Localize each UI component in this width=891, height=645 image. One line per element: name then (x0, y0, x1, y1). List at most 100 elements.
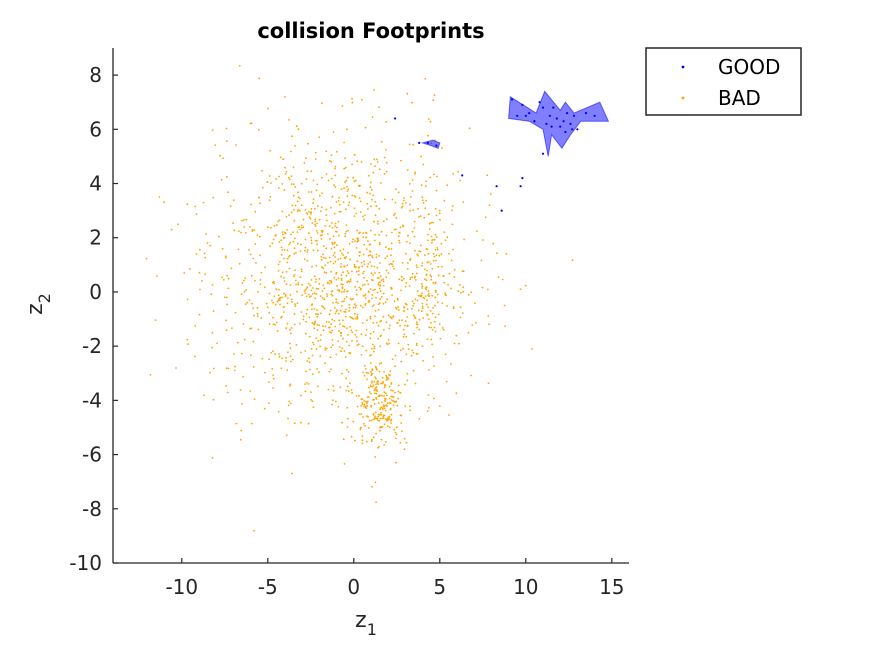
bad-point (351, 339, 353, 342)
bad-point (384, 397, 387, 400)
bad-point (406, 372, 409, 375)
y-tick-label: 2 (89, 226, 102, 250)
bad-point (413, 332, 415, 335)
bad-point (324, 264, 327, 266)
bad-point (269, 245, 271, 248)
bad-point (409, 242, 411, 245)
bad-point (344, 232, 347, 235)
bad-point (348, 310, 350, 312)
bad-point (426, 261, 429, 264)
bad-point (451, 205, 454, 207)
bad-point (455, 334, 458, 337)
bad-point (235, 422, 238, 425)
bad-point (293, 219, 296, 222)
bad-point (344, 315, 347, 318)
bad-point (259, 283, 262, 285)
bad-point (243, 279, 245, 282)
bad-point (187, 343, 190, 345)
bad-point (355, 247, 358, 249)
good-point (562, 120, 565, 123)
bad-point (385, 376, 388, 379)
bad-point (385, 161, 388, 164)
bad-point (367, 263, 370, 265)
bad-point (319, 355, 322, 357)
bad-point (373, 389, 376, 392)
bad-point (417, 208, 419, 210)
bad-point (318, 283, 321, 285)
bad-point (443, 199, 446, 202)
bad-point (380, 413, 383, 416)
bad-point (225, 385, 228, 387)
bad-point (358, 197, 361, 200)
bad-point (399, 391, 401, 394)
bad-point (277, 220, 280, 223)
bad-point (275, 178, 278, 180)
bad-point (280, 275, 282, 278)
bad-point (295, 125, 298, 128)
bad-point (243, 338, 246, 341)
bad-point (380, 401, 383, 404)
bad-point (470, 291, 472, 294)
bad-point (357, 273, 360, 276)
bad-point (414, 173, 416, 175)
bad-point (316, 309, 318, 312)
bad-point (334, 165, 337, 168)
bad-point (288, 256, 290, 258)
bad-point (370, 440, 373, 443)
bad-point (330, 270, 332, 273)
good-point (426, 141, 429, 144)
bad-point (374, 376, 376, 378)
bad-point (481, 286, 484, 289)
bad-point (409, 278, 412, 281)
bad-point (372, 384, 374, 387)
bad-point (420, 155, 422, 158)
bad-point (412, 369, 415, 372)
bad-point (344, 356, 347, 358)
bad-point (286, 297, 289, 299)
bad-point (370, 163, 372, 165)
bad-point (437, 313, 440, 316)
bad-point (501, 278, 504, 281)
bad-point (277, 263, 280, 266)
bad-point (451, 223, 454, 226)
bad-point (257, 290, 259, 293)
bad-point (328, 326, 330, 329)
bad-point (358, 254, 361, 257)
bad-point (458, 342, 460, 345)
bad-point (249, 354, 252, 357)
bad-point (489, 193, 492, 196)
bad-point (270, 182, 272, 184)
bad-point (353, 180, 356, 183)
bad-point (373, 416, 376, 419)
y-tick-label: -10 (69, 551, 102, 575)
bad-point (453, 342, 456, 345)
bad-point (488, 204, 491, 207)
bad-point (292, 231, 294, 234)
bad-point (331, 318, 334, 321)
bad-point (285, 356, 287, 359)
bad-point (403, 448, 406, 451)
bad-point (368, 391, 371, 393)
bad-point (289, 328, 291, 331)
bad-point (429, 310, 432, 312)
bad-point (403, 197, 406, 199)
bad-point (308, 335, 311, 338)
bad-point (457, 290, 460, 293)
bad-point (363, 243, 366, 246)
bad-point (430, 326, 433, 329)
bad-point (272, 350, 274, 353)
bad-point (361, 442, 364, 445)
bad-point (304, 238, 307, 241)
bad-point (433, 326, 436, 329)
bad-point (325, 150, 328, 153)
bad-point (378, 207, 381, 210)
bad-point (366, 202, 368, 205)
bad-point (293, 323, 296, 326)
bad-point (381, 425, 384, 428)
bad-point (365, 232, 368, 235)
bad-point (317, 340, 320, 342)
bad-point (357, 270, 360, 272)
bad-point (427, 213, 430, 216)
bad-point (371, 305, 374, 308)
bad-point (325, 208, 328, 211)
